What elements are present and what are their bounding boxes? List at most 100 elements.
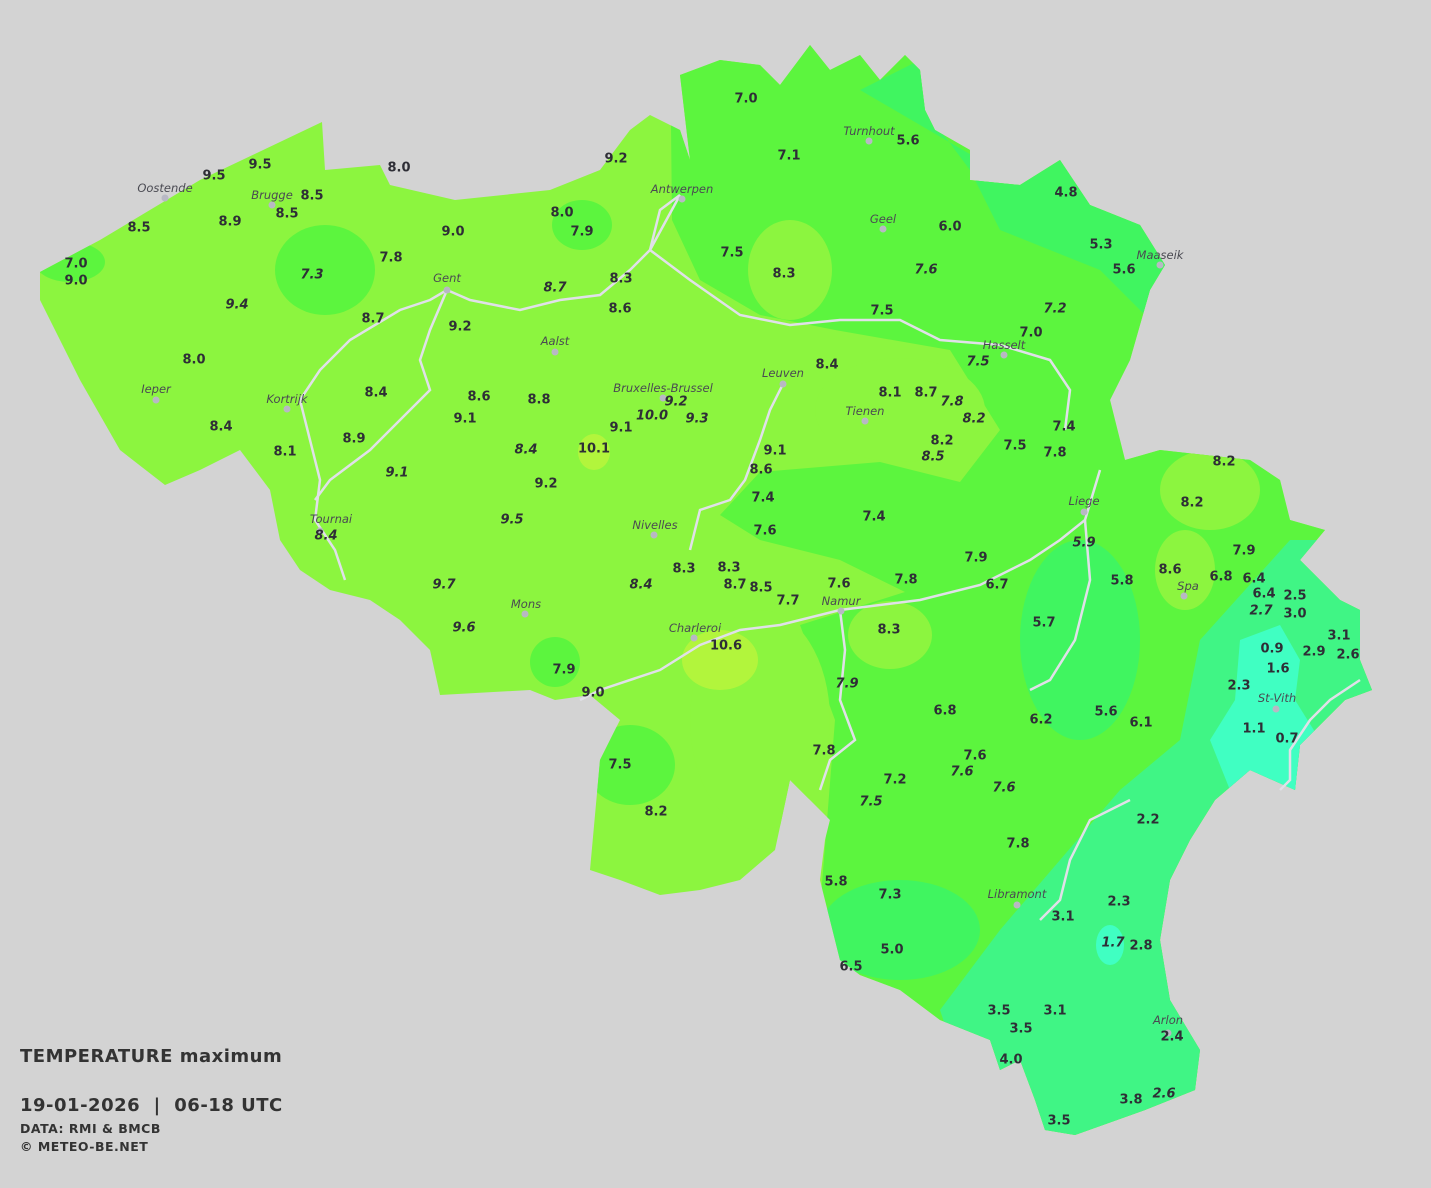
station-temperature-value: 8.2 bbox=[644, 804, 668, 820]
station-temperature-value: 2.3 bbox=[1227, 678, 1251, 694]
station-temperature-value: 7.2 bbox=[883, 772, 907, 788]
station-temperature-value: 8.1 bbox=[273, 444, 297, 460]
zone-8-light bbox=[815, 358, 985, 462]
station-temperature-value: 7.5 bbox=[859, 794, 883, 810]
city-label-brugge: Brugge bbox=[251, 188, 293, 202]
station-temperature-value: 7.9 bbox=[835, 676, 859, 692]
station-temperature-value: 2.6 bbox=[1336, 647, 1360, 663]
station-temperature-value: 9.0 bbox=[441, 224, 465, 240]
station-temperature-value: 8.2 bbox=[1212, 454, 1236, 470]
city-marker-tournai bbox=[316, 527, 324, 535]
station-temperature-value: 1.6 bbox=[1266, 661, 1290, 677]
zone-4-6 bbox=[860, 60, 1200, 320]
station-temperature-value: 8.5 bbox=[300, 188, 324, 204]
station-temperature-value: 7.9 bbox=[964, 550, 988, 566]
title-main: TEMPERATURE bbox=[20, 1046, 173, 1067]
city-label-liege: Liege bbox=[1068, 494, 1100, 508]
station-temperature-value: 8.7 bbox=[543, 280, 567, 296]
station-temperature-value: 8.2 bbox=[1180, 495, 1204, 511]
station-temperature-value: 8.5 bbox=[275, 206, 299, 222]
station-temperature-value: 8.6 bbox=[1158, 562, 1182, 578]
station-temperature-value: 8.9 bbox=[342, 431, 366, 447]
station-temperature-value: 1.7 bbox=[1101, 935, 1125, 951]
zone-8-light bbox=[748, 220, 832, 320]
station-temperature-value: 8.8 bbox=[527, 392, 551, 408]
station-temperature-value: 7.8 bbox=[812, 743, 836, 759]
city-label-aalst: Aalst bbox=[540, 334, 570, 348]
station-temperature-value: 9.2 bbox=[604, 151, 628, 167]
city-marker-charleroi bbox=[690, 634, 698, 642]
city-label-libramont: Libramont bbox=[987, 887, 1047, 901]
station-temperature-value: 9.1 bbox=[453, 411, 477, 427]
station-temperature-value: 3.1 bbox=[1043, 1003, 1067, 1019]
station-temperature-value: 8.6 bbox=[467, 389, 491, 405]
station-temperature-value: 9.3 bbox=[685, 411, 709, 427]
city-label-charleroi: Charleroi bbox=[668, 621, 722, 635]
station-temperature-value: 7.9 bbox=[552, 662, 576, 678]
station-temperature-value: 8.4 bbox=[209, 419, 233, 435]
station-temperature-value: 7.9 bbox=[570, 224, 594, 240]
station-temperature-value: 3.1 bbox=[1327, 628, 1351, 644]
map-title: TEMPERATURE maximum bbox=[20, 1046, 283, 1067]
station-temperature-value: 8.2 bbox=[962, 411, 986, 427]
station-temperature-value: 2.5 bbox=[1283, 588, 1307, 604]
station-temperature-value: 9.1 bbox=[609, 420, 633, 436]
station-temperature-value: 5.9 bbox=[1072, 535, 1096, 551]
station-temperature-value: 7.6 bbox=[914, 262, 938, 278]
station-temperature-value: 8.0 bbox=[550, 205, 574, 221]
zone-8-light bbox=[1155, 530, 1215, 610]
station-temperature-value: 5.6 bbox=[1094, 704, 1118, 720]
station-temperature-value: 8.3 bbox=[877, 622, 901, 638]
zone-8-light bbox=[848, 601, 932, 669]
station-temperature-value: 7.0 bbox=[1019, 325, 1043, 341]
station-temperature-value: 2.9 bbox=[1302, 644, 1326, 660]
station-temperature-value: 9.2 bbox=[664, 394, 688, 410]
city-marker-gent bbox=[443, 286, 451, 294]
station-temperature-value: 7.8 bbox=[1043, 445, 1067, 461]
station-temperature-value: 7.9 bbox=[1232, 543, 1256, 559]
date-period: 19-01-2026 | 06-18 UTC bbox=[20, 1095, 283, 1116]
city-label-nivelles: Nivelles bbox=[632, 518, 678, 532]
zone-7-west bbox=[275, 225, 375, 315]
station-temperature-value: 5.8 bbox=[1110, 573, 1134, 589]
station-temperature-value: 4.0 bbox=[999, 1052, 1023, 1068]
zone-7-west bbox=[585, 725, 675, 805]
station-temperature-value: 7.2 bbox=[1043, 301, 1067, 317]
city-label-maaseik: Maaseik bbox=[1136, 248, 1184, 262]
copyright: © METEO-BE.NET bbox=[20, 1139, 149, 1154]
station-temperature-value: 3.5 bbox=[1047, 1113, 1071, 1129]
city-label-namur: Namur bbox=[821, 594, 861, 608]
station-temperature-value: 9.1 bbox=[385, 465, 409, 481]
station-temperature-value: 7.4 bbox=[862, 509, 886, 525]
station-temperature-value: 8.4 bbox=[314, 528, 338, 544]
station-temperature-value: 9.7 bbox=[432, 577, 456, 593]
city-label-kortrijk: Kortrijk bbox=[266, 392, 308, 406]
city-label-mons: Mons bbox=[510, 597, 542, 611]
station-temperature-value: 1.1 bbox=[1242, 721, 1266, 737]
station-temperature-value: 9.6 bbox=[452, 620, 476, 636]
city-marker-hasselt bbox=[1000, 351, 1008, 359]
station-temperature-value: 3.1 bbox=[1051, 909, 1075, 925]
station-temperature-value: 5.7 bbox=[1032, 615, 1056, 631]
city-marker-bruxelles-brussel bbox=[659, 394, 667, 402]
city-marker-st-vith bbox=[1272, 705, 1280, 713]
city-marker-ieper bbox=[152, 396, 160, 404]
station-temperature-value: 2.8 bbox=[1129, 938, 1153, 954]
station-temperature-value: 6.1 bbox=[1129, 715, 1153, 731]
river-ourthe bbox=[1029, 519, 1092, 692]
city-label-tournai: Tournai bbox=[309, 512, 353, 526]
city-marker-kortrijk bbox=[283, 405, 291, 413]
station-temperature-value: 9.1 bbox=[763, 443, 787, 459]
city-label-ieper: Ieper bbox=[141, 382, 171, 396]
station-temperature-value: 7.4 bbox=[751, 490, 775, 506]
zone-10-plus bbox=[578, 434, 610, 470]
station-temperature-value: 8.9 bbox=[218, 214, 242, 230]
river-albert-canal bbox=[648, 194, 1072, 431]
station-temperature-value: 8.5 bbox=[127, 220, 151, 236]
city-label-tienen: Tienen bbox=[845, 404, 885, 418]
city-marker-namur bbox=[837, 607, 845, 615]
city-marker-geel bbox=[879, 225, 887, 233]
station-temperature-value: 8.1 bbox=[878, 385, 902, 401]
city-label-arlon: Arlon bbox=[1152, 1013, 1184, 1027]
